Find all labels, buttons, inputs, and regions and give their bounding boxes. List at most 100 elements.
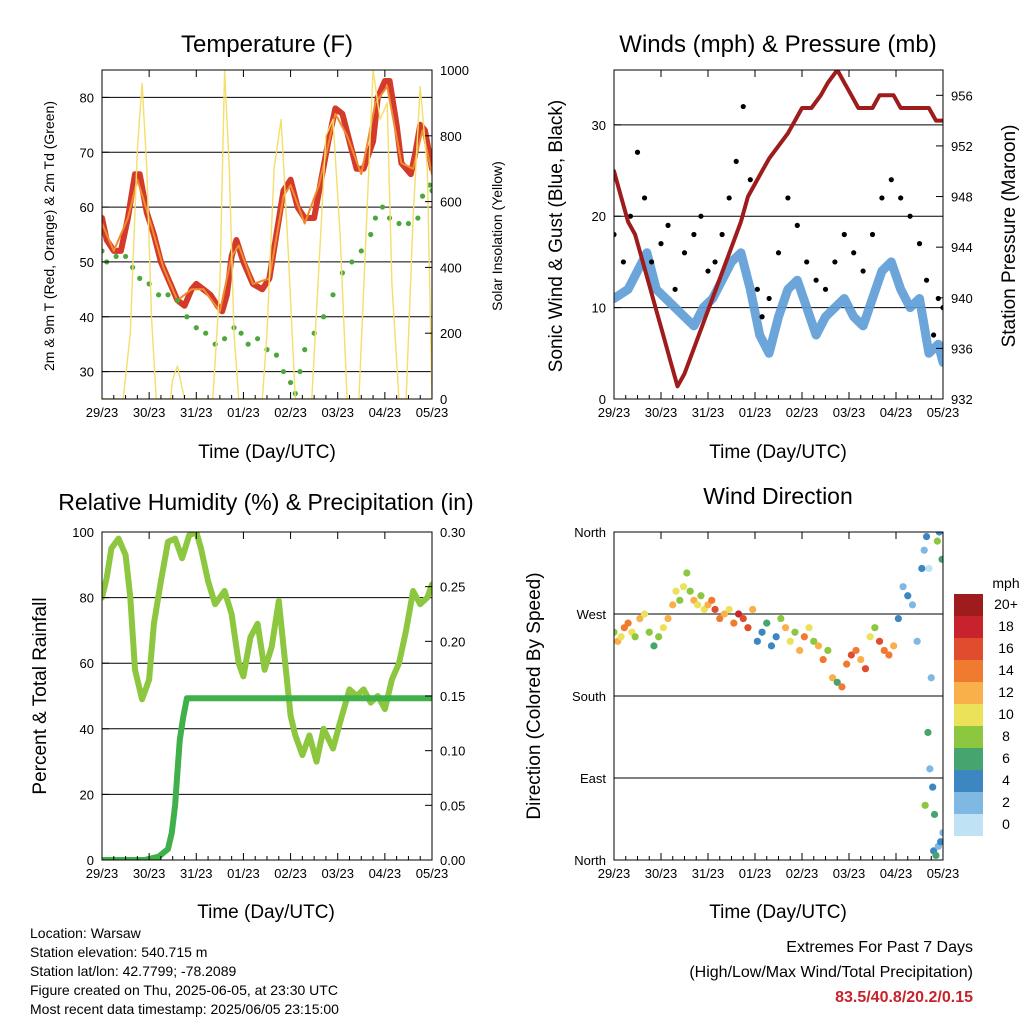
wind-direction-point	[904, 592, 912, 600]
winds-ytick-right-label: 944	[951, 240, 973, 255]
humidity-ytick-label: 100	[72, 525, 94, 540]
humidity-xtick-label: 29/23	[86, 866, 119, 881]
winds-ytick-right-label: 952	[951, 139, 973, 154]
winds-series1-point	[719, 231, 725, 238]
wind-direction-xlabel: Time (Day/UTC)	[709, 902, 847, 923]
humidity-ytick-right-label: 0.15	[440, 689, 465, 704]
wind-direction-ylabel: Direction (Colored By Speed)	[524, 572, 545, 819]
humidity-xtick-label: 05/23	[416, 866, 449, 881]
winds-ytick-label: 20	[592, 209, 606, 224]
wind-direction-point	[749, 605, 757, 614]
winds-series1-point	[705, 268, 711, 274]
wind-direction-point	[899, 583, 907, 591]
temperature-title: Temperature (F)	[181, 31, 353, 58]
winds-series1-point	[940, 305, 943, 311]
winds-panel: Winds (mph) & Pressure (mb) Time (Day/UT…	[546, 31, 1020, 463]
winds-series1-point	[620, 259, 627, 265]
colorbar-label: mph	[992, 575, 1019, 591]
wind-direction-point	[708, 596, 716, 604]
winds-series1-point	[898, 195, 904, 201]
wind-direction-point	[918, 564, 926, 573]
wind-direction-point	[659, 624, 667, 632]
winds-series1-point	[841, 231, 847, 238]
temperature-xtick-label: 30/23	[133, 405, 166, 420]
winds-ytick-right-label: 940	[951, 291, 973, 306]
colorbar-swatch	[954, 748, 983, 770]
winds-series1-point	[733, 158, 739, 164]
wind-direction-point	[669, 601, 677, 609]
wind-direction-point	[624, 619, 632, 627]
wind-direction-point	[772, 633, 780, 641]
wind-direction-point	[697, 592, 705, 600]
temperature-series2-point	[405, 220, 412, 227]
temperature-xlabel: Time (Day/UTC)	[198, 442, 336, 463]
wind-direction-point	[614, 628, 618, 636]
wind-direction-point	[672, 587, 680, 595]
winds-series1-point	[740, 103, 746, 110]
colorbar-level: 16	[998, 640, 1014, 656]
temperature-series2-point	[165, 292, 171, 298]
temperature-panel: Temperature (F) Time (Day/UTC) 2m & 9m T…	[41, 31, 505, 463]
winds-series1-point	[691, 231, 697, 238]
wind-direction-point	[814, 642, 823, 650]
winds-series2-line	[614, 70, 943, 389]
winds-series1-point	[851, 250, 857, 256]
wind-direction-point	[857, 655, 865, 664]
temperature-ytick-right-label: 1000	[440, 63, 469, 78]
wind-direction-point	[739, 614, 747, 623]
wind-direction-point	[838, 683, 846, 691]
wind-direction-point	[933, 537, 941, 545]
temperature-xtick-label: 04/23	[369, 405, 402, 420]
temperature-ytick-right-label: 0	[440, 392, 447, 407]
temperature-xtick-label: 31/23	[180, 405, 213, 420]
station-elevation: Station elevation: 540.715 m	[30, 944, 208, 960]
wind-direction-point	[786, 637, 794, 645]
winds-series1-point	[931, 332, 937, 338]
winds-series1-point	[747, 177, 753, 183]
winds-xtick-label: 01/23	[739, 405, 772, 420]
wind-direction-point	[932, 851, 940, 860]
winds-ytick-label: 0	[599, 392, 606, 407]
wind-direction-point	[777, 614, 785, 623]
wind-direction-ytick-label: South	[572, 689, 606, 704]
winds-title: Winds (mph) & Pressure (mb)	[619, 31, 936, 58]
temperature-ytick-label: 50	[80, 255, 94, 270]
colorbar-level: 4	[1002, 772, 1010, 788]
station-location: Location: Warsaw	[30, 925, 141, 941]
humidity-ytick-label: 60	[80, 656, 94, 671]
temperature-xtick-label: 05/23	[416, 405, 449, 420]
winds-series1-point	[672, 286, 678, 292]
colorbar-swatch	[954, 682, 983, 704]
wind-direction-point	[640, 610, 649, 618]
humidity-ytick-label: 20	[80, 787, 94, 802]
wind-direction-point	[744, 624, 752, 632]
wind-direction-data	[614, 532, 943, 860]
wind-direction-point	[922, 532, 931, 541]
humidity-ytick-right-label: 0.25	[440, 580, 465, 595]
temperature-ytick-right-label: 800	[440, 129, 462, 144]
wind-direction-point	[645, 628, 653, 636]
humidity-xlabel: Time (Day/UTC)	[197, 902, 335, 923]
winds-series1-point	[879, 195, 885, 201]
temperature-series2-point	[368, 231, 374, 238]
wind-direction-point	[694, 601, 702, 609]
temperature-ytick-label: 30	[80, 365, 94, 380]
humidity-ytick-right-label: 0.00	[440, 853, 465, 868]
winds-xtick-label: 31/23	[692, 405, 725, 420]
wind-direction-point	[908, 601, 917, 609]
winds-series1-point	[649, 259, 655, 265]
temperature-ytick-label: 70	[80, 145, 94, 160]
winds-series1-point	[860, 268, 866, 274]
wind-direction-xtick-label: 30/23	[645, 866, 678, 881]
wind-direction-point	[683, 569, 691, 577]
temperature-series2-point	[203, 330, 209, 336]
wind-direction-point	[828, 674, 837, 682]
wind-direction-point	[935, 532, 943, 536]
temperature-series2-point	[429, 188, 432, 194]
extremes-box: Extremes For Past 7 Days (High/Low/Max W…	[689, 935, 973, 1010]
winds-series1-point	[832, 259, 838, 265]
winds-series1-point	[614, 231, 617, 238]
data-timestamp: Most recent data timestamp: 2025/06/05 2…	[30, 1001, 339, 1017]
colorbar-level: 12	[998, 684, 1014, 700]
winds-series1-point	[822, 286, 829, 292]
